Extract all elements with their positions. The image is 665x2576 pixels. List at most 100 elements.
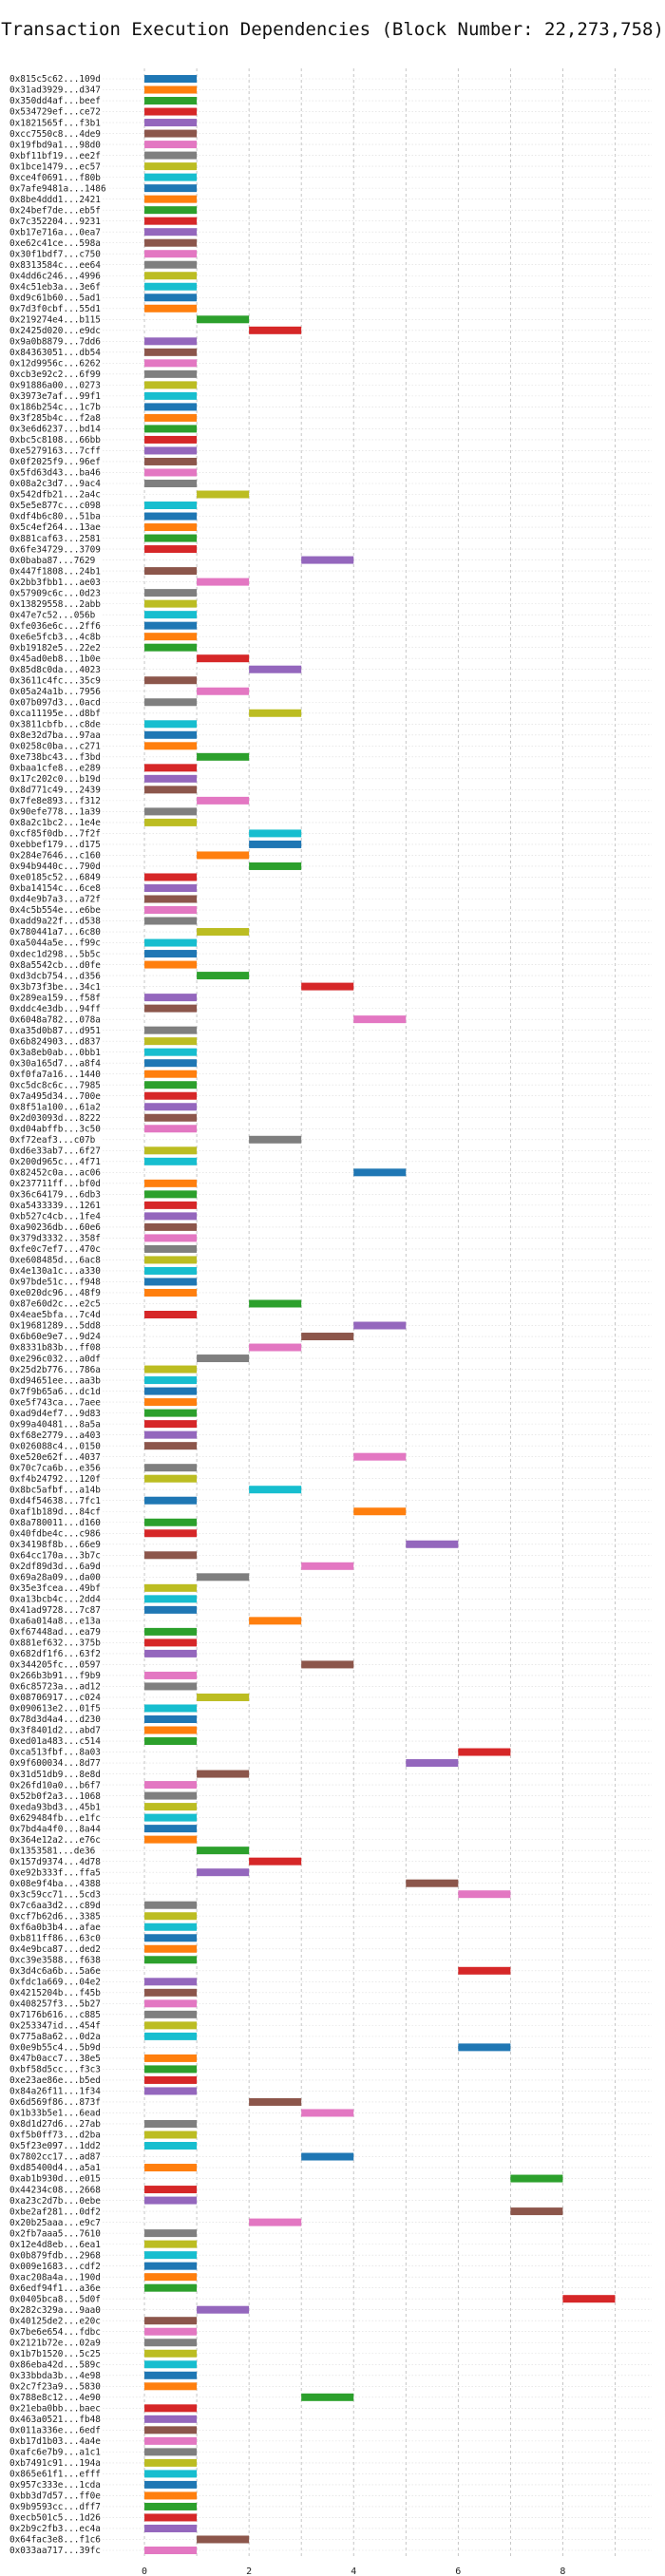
transaction-bar [353, 1452, 407, 1461]
y-tick-label: 0x7f9b65a6...dc1d [10, 1387, 101, 1397]
transaction-bar [144, 206, 198, 215]
transaction-bar [197, 1847, 250, 1855]
transaction-bar [144, 818, 198, 826]
transaction-bar [144, 2415, 198, 2423]
transaction-bar [144, 545, 198, 554]
transaction-bar [197, 687, 250, 695]
y-tick-label: 0x24bef7de...eb5f [10, 205, 101, 216]
transaction-bar [144, 2458, 198, 2467]
transaction-bar [301, 2393, 354, 2401]
y-tick-label: 0x0b879fdb...2968 [10, 2250, 101, 2261]
transaction-bar [144, 2021, 198, 2030]
y-tick-label: 0x1b7b1520...5c25 [10, 2349, 101, 2359]
y-tick-label: 0x7c352204...9231 [10, 217, 101, 227]
transaction-bar [144, 1103, 198, 1111]
y-tick-label: 0x009e1683...cdf2 [10, 2262, 101, 2272]
transaction-bar [406, 1759, 459, 1768]
y-tick-label: 0x05a24a1b...7956 [10, 687, 101, 697]
transaction-bar [249, 1135, 302, 1144]
y-tick-label: 0x534729ef...ce72 [10, 107, 101, 118]
transaction-bar [144, 895, 198, 903]
transaction-bar [144, 403, 198, 411]
transaction-bar [144, 1125, 198, 1133]
transaction-bar [301, 2152, 354, 2161]
y-tick-label: 0x780441a7...6c80 [10, 927, 101, 938]
y-tick-label: 0x90efe778...1a39 [10, 807, 101, 818]
x-tick-label: 0 [142, 2567, 147, 2576]
y-tick-label: 0x379d3332...358f [10, 1234, 101, 1244]
transaction-bar [144, 1956, 198, 1964]
transaction-bar [144, 774, 198, 783]
transaction-bar [144, 1234, 198, 1242]
y-tick-label: 0x5f23e097...1dd2 [10, 2141, 101, 2151]
transaction-bar [144, 2360, 198, 2369]
y-tick-label: 0xeda93bd3...45b1 [10, 1802, 101, 1812]
y-tick-label: 0x3d4c6a6b...5a6e [10, 1966, 101, 1977]
transaction-bar [144, 337, 198, 346]
transaction-bar [144, 304, 198, 313]
transaction-bar [144, 742, 198, 750]
y-tick-label: 0x6d569f86...873f [10, 2097, 101, 2108]
y-tick-label: 0x47b0acc7...38e5 [10, 2054, 101, 2064]
transaction-bar [144, 129, 198, 138]
x-tick-label: 2 [246, 2567, 252, 2576]
transaction-bar [144, 611, 198, 619]
transaction-bar [249, 1486, 302, 1494]
y-tick-label: 0x408257f3...5b27 [10, 1999, 101, 2010]
y-tick-label: 0x7fe8e893...f312 [10, 796, 101, 806]
y-tick-label: 0x4eae5bfa...7c4d [10, 1310, 101, 1320]
transaction-bar [144, 1059, 198, 1068]
y-tick-label: 0xb811ff86...63c0 [10, 1933, 101, 1943]
transaction-bar [144, 2087, 198, 2095]
y-tick-label: 0x5fd63d43...ba46 [10, 468, 101, 479]
y-tick-label: 0x08706917...c024 [10, 1693, 101, 1703]
y-tick-label: 0xd9c61b60...5ad1 [10, 293, 101, 303]
transaction-bar [406, 1540, 459, 1548]
transaction-bar [301, 1660, 354, 1669]
transaction-bar [144, 75, 198, 83]
transaction-bar [144, 1803, 198, 1811]
y-tick-label: 0x40fdbe4c...c986 [10, 1528, 101, 1539]
y-tick-label: 0xd85400d4...a5a1 [10, 2163, 101, 2173]
y-tick-label: 0x8a5542cb...d0fe [10, 960, 101, 971]
y-tick-label: 0xa23c2d7b...0ebe [10, 2196, 101, 2207]
y-tick-label: 0x8313584c...ee64 [10, 260, 101, 271]
y-tick-label: 0xa35d0b87...d951 [10, 1026, 101, 1036]
transaction-bar [144, 2436, 198, 2445]
y-tick-label: 0x788e8c12...4e90 [10, 2393, 101, 2403]
transaction-bar [144, 2327, 198, 2336]
y-tick-label: 0xce4f0691...f80b [10, 173, 101, 183]
x-tick-label: 6 [455, 2567, 461, 2576]
transaction-bar [144, 917, 198, 925]
transaction-bar [144, 1737, 198, 1746]
transaction-bar [144, 1222, 198, 1231]
transaction-bar [144, 1638, 198, 1647]
transaction-bar [144, 883, 198, 892]
transaction-bar [144, 369, 198, 378]
transaction-bar [144, 1201, 198, 1209]
transaction-bar [144, 2480, 198, 2489]
y-tick-label: 0x8d771c49...2439 [10, 786, 101, 796]
y-tick-label: 0x4e9bca87...ded2 [10, 1944, 101, 1955]
transaction-bar [144, 2142, 198, 2150]
y-tick-label: 0xe608485d...6ac8 [10, 1256, 101, 1266]
y-tick-label: 0x463a0521...fb48 [10, 2415, 101, 2425]
y-tick-label: 0xafc6e7b9...a1c1 [10, 2448, 101, 2458]
transaction-bar [144, 1037, 198, 1046]
transaction-bar [144, 873, 198, 881]
transaction-bar [144, 2054, 198, 2062]
y-tick-label: 0xbb3d7d57...ff0e [10, 2491, 101, 2502]
y-tick-label: 0xb17e716a...0ea7 [10, 227, 101, 237]
transaction-bar [144, 1944, 198, 1953]
y-tick-label: 0x1353581...de36 [10, 1846, 96, 1856]
y-tick-label: 0x84a26f11...1f34 [10, 2087, 101, 2097]
transaction-bar [144, 1791, 198, 1800]
y-tick-label: 0x3611c4fc...35c9 [10, 675, 101, 686]
transaction-bar [144, 2502, 198, 2510]
transaction-bar [510, 2207, 563, 2216]
x-tick-label: 4 [351, 2567, 356, 2576]
x-tick-labels: 0 2 4 6 8 [142, 2567, 565, 2576]
transaction-bar [144, 457, 198, 465]
transaction-bar [144, 1256, 198, 1264]
transaction-bar [301, 982, 354, 991]
